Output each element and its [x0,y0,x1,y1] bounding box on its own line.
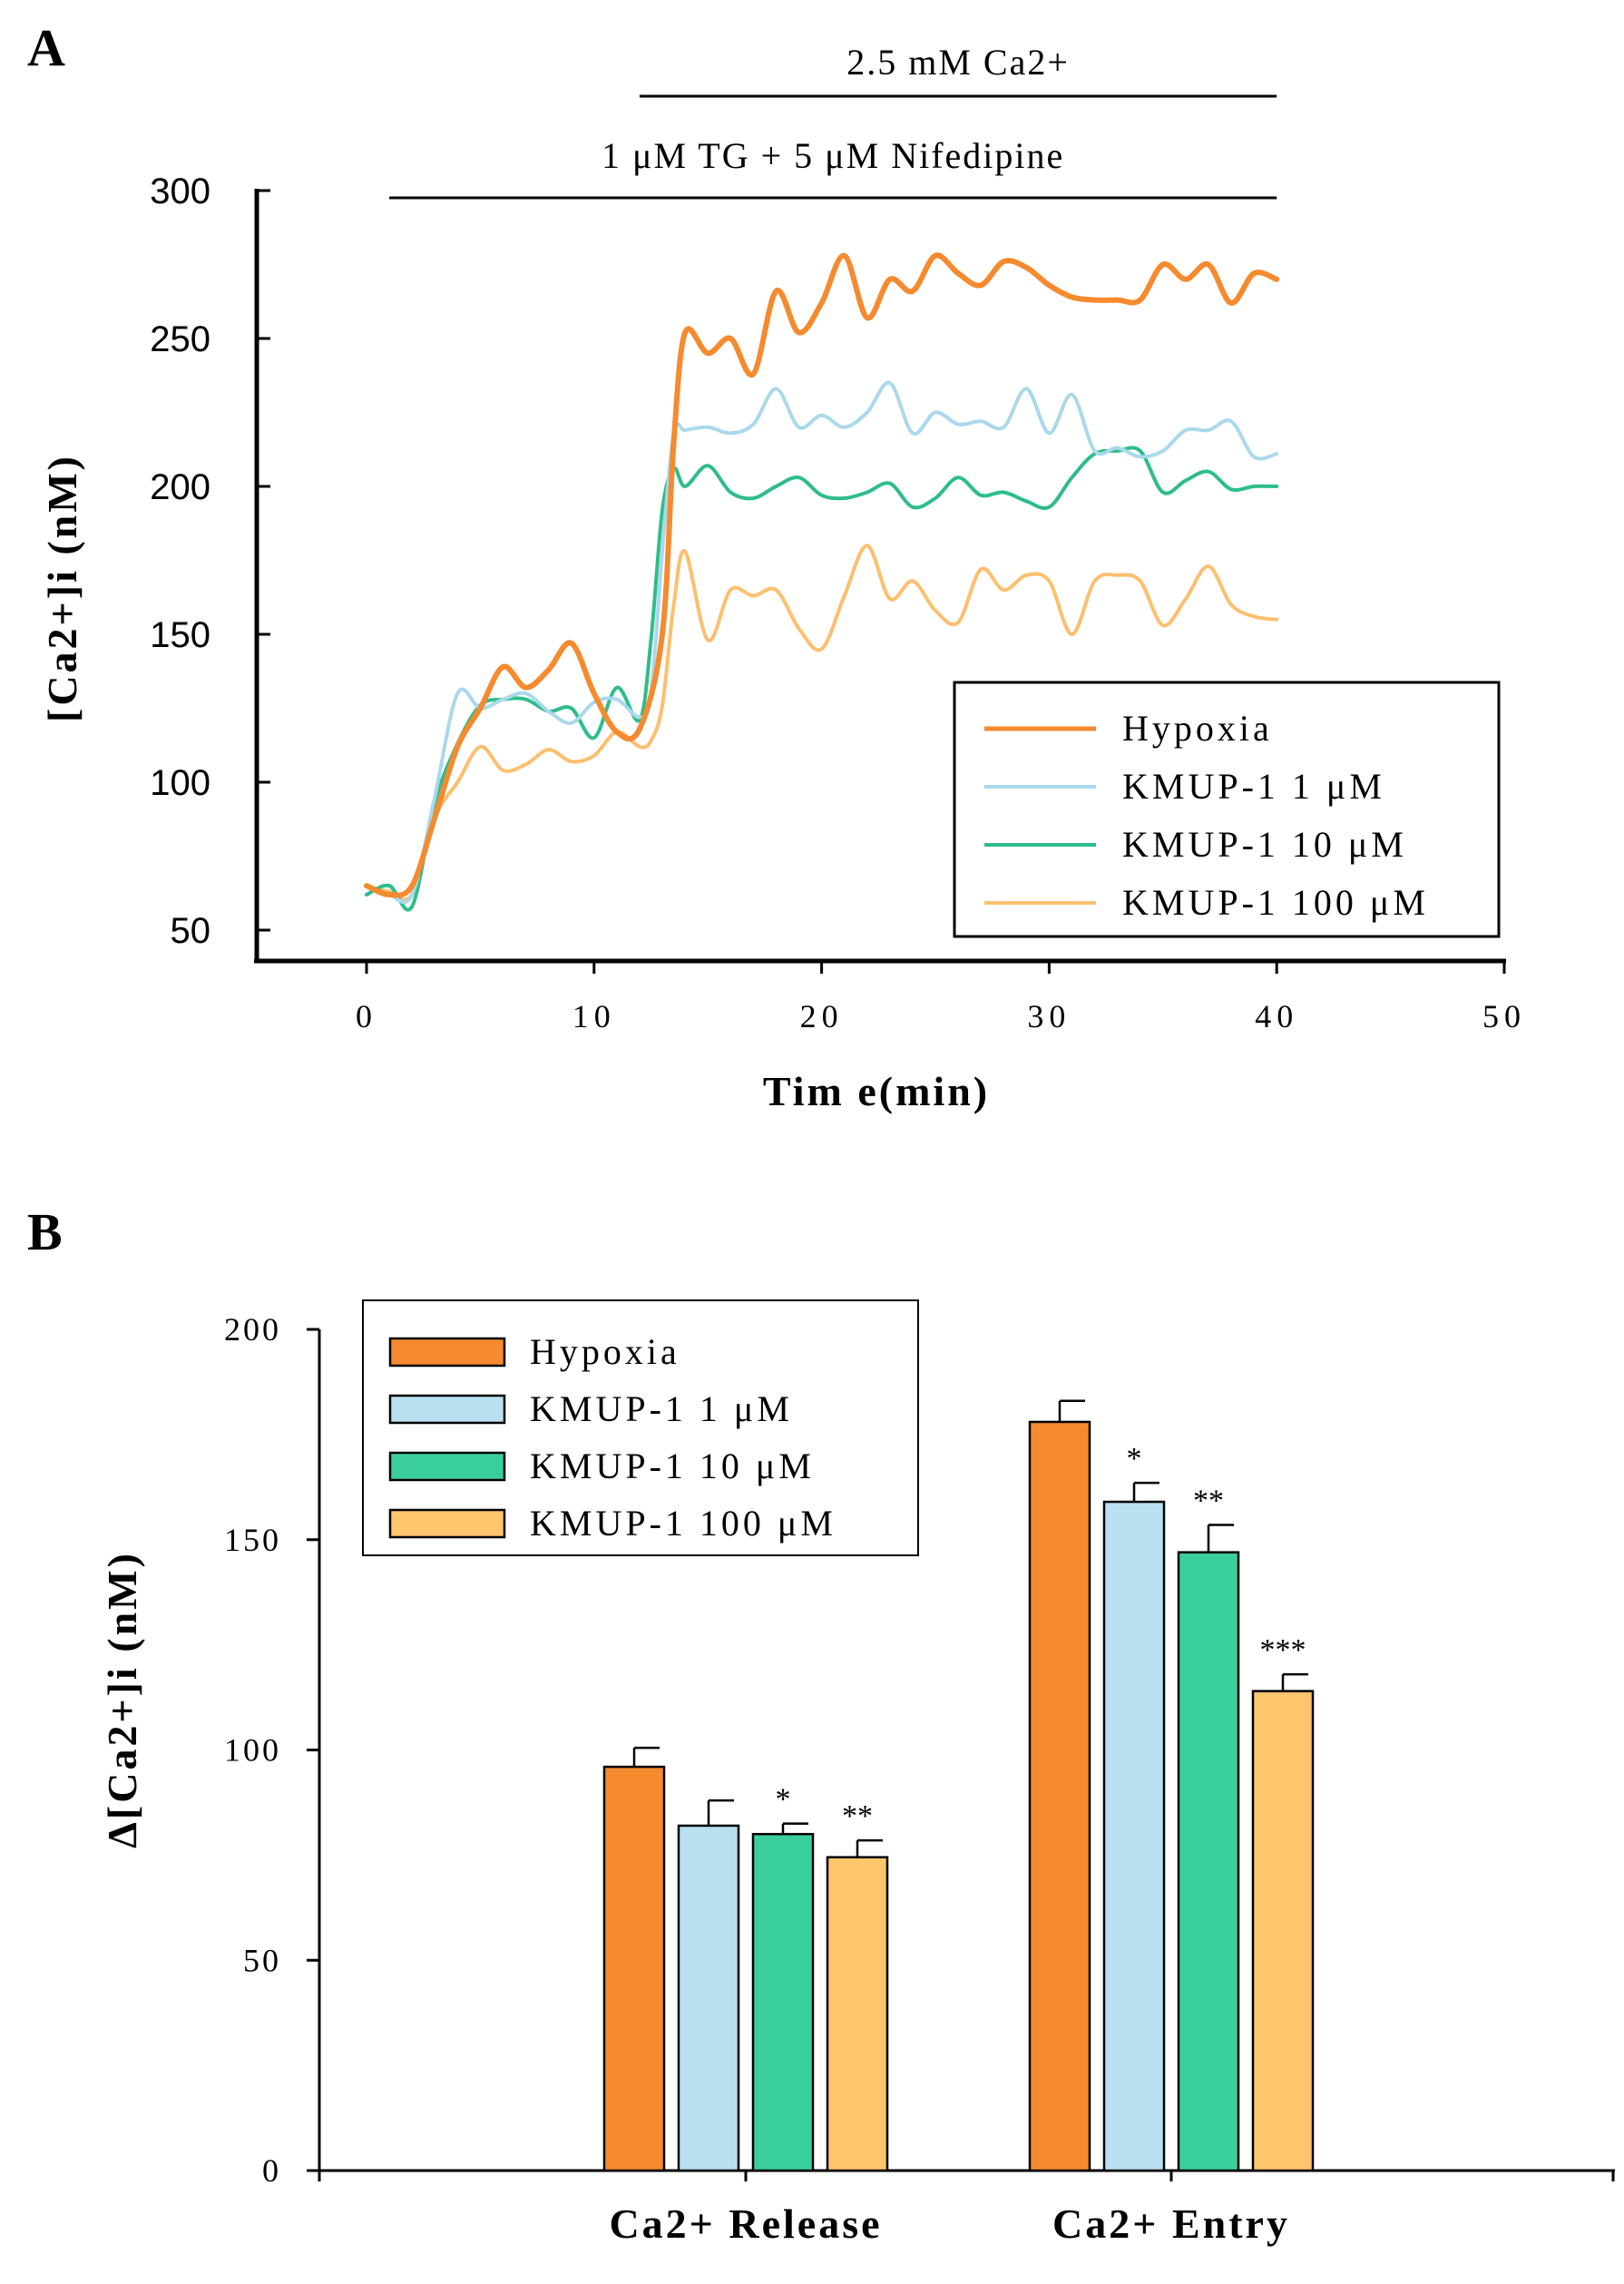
panel-a-x-tick-label: 10 [572,998,616,1034]
panel-b-bar [826,1856,889,2172]
panel-a-y-ticks: 50 100 150 200 250 300 [150,172,270,951]
panel-a-x-tick-label: 30 [1027,998,1071,1034]
panel-b-significance-mark: * [1127,1442,1142,1475]
panel-a-legend-label: KMUP-1 100 μM [1122,882,1429,923]
panel-b-significance-mark: ** [1193,1485,1224,1518]
panel-a-x-ticks: 0 10 20 30 40 50 [356,961,1526,1034]
panel-a-x-tick-label: 0 [356,998,377,1034]
panel-b-category-label: Ca2+ Entry [1052,2201,1290,2247]
panel-a-series-line-2 [365,446,1279,912]
panel-a-series-line-1 [365,380,1279,905]
panel-b-y-tick-label: 50 [243,1942,281,1978]
panel-a-annotations: 1 μM TG + 5 μM Nifedipine 2.5 mM Ca2+ [389,42,1277,200]
panel-a-y-tick-label: 100 [150,763,210,803]
panel-a-y-axis-title: [Ca2+]i (nM) [39,454,85,722]
panel-b-legend-label: KMUP-1 1 μM [530,1388,793,1429]
panel-b-bar [1102,1500,1166,2172]
panel-a-treatment-label: 1 μM TG + 5 μM Nifedipine [602,135,1064,176]
panel-a-x-tick-label: 20 [800,998,844,1034]
panel-b-label: B [27,1202,63,1261]
panel-b-bar [1177,1551,1240,2172]
panel-b-bar [1028,1420,1091,2172]
panel-a-series [364,252,1280,912]
panel-b-significance-mark: ** [842,1799,873,1833]
panel-a-label: A [27,18,65,77]
panel-a-y-tick-label: 150 [150,615,210,655]
panel-a-x-axis-title: Tim e(min) [763,1068,990,1114]
panel-b-y-ticks: 0 50 100 150 200 [224,1311,319,2189]
panel-b-bar [1251,1690,1315,2172]
panel-b-y-tick-label: 0 [262,2152,281,2189]
panel-a-series-line-0 [364,252,1280,898]
panel-a-y-tick-label: 200 [150,467,210,507]
panel-b-legend-swatch [388,1337,506,1367]
panel-a-y-tick-label: 250 [150,319,210,359]
panel-b-bar [602,1765,666,2172]
panel-a-treatment-label: 2.5 mM Ca2+ [846,42,1070,83]
panel-b-legend-swatch [388,1451,506,1482]
panel-a-legend: Hypoxia KMUP-1 1 μM KMUP-1 10 μM KMUP-1 100… [984,708,1429,923]
panel-b-legend-label: Hypoxia [530,1331,680,1372]
panel-b-bar [677,1824,740,2172]
panel-a-legend-box [953,681,1501,938]
panel-b-bar [751,1832,815,2172]
panel-b-category-labels: Ca2+ Release Ca2+ Entry [609,2201,1290,2247]
panel-b-legend: Hypoxia KMUP-1 1 μM KMUP-1 10 μM KMUP-1 100… [388,1331,836,1544]
panel-b-significance-mark: *** [1260,1633,1306,1667]
panel-a-y-tick-label: 300 [150,172,210,211]
panel-a-series-line-3 [365,544,1279,902]
panel-b-y-tick-label: 200 [224,1311,281,1348]
panel-b-significance-mark: * [776,1783,791,1817]
panel-b-legend-swatch [388,1394,506,1425]
panel-b-y-tick-label: 150 [224,1522,281,1558]
panel-b-category-label: Ca2+ Release [609,2201,882,2247]
panel-a-x-tick-label: 40 [1255,998,1298,1034]
panel-b-legend-swatch [388,1508,506,1539]
panel-b-y-axis-title: Δ[Ca2+]i (nM) [99,1551,145,1848]
panel-b-y-tick-label: 100 [224,1732,281,1769]
panel-b-legend-label: KMUP-1 10 μM [530,1446,815,1486]
panel-a-legend-label: Hypoxia [1122,708,1273,749]
panel-a-legend-label: KMUP-1 10 μM [1122,824,1407,865]
panel-a-legend-label: KMUP-1 1 μM [1122,766,1385,807]
panel-a-x-tick-label: 50 [1482,998,1526,1034]
panel-b-legend-label: KMUP-1 100 μM [530,1503,836,1544]
panel-a-y-tick-label: 50 [171,911,211,951]
panel-b-bars: ********* [318,1399,1615,2181]
